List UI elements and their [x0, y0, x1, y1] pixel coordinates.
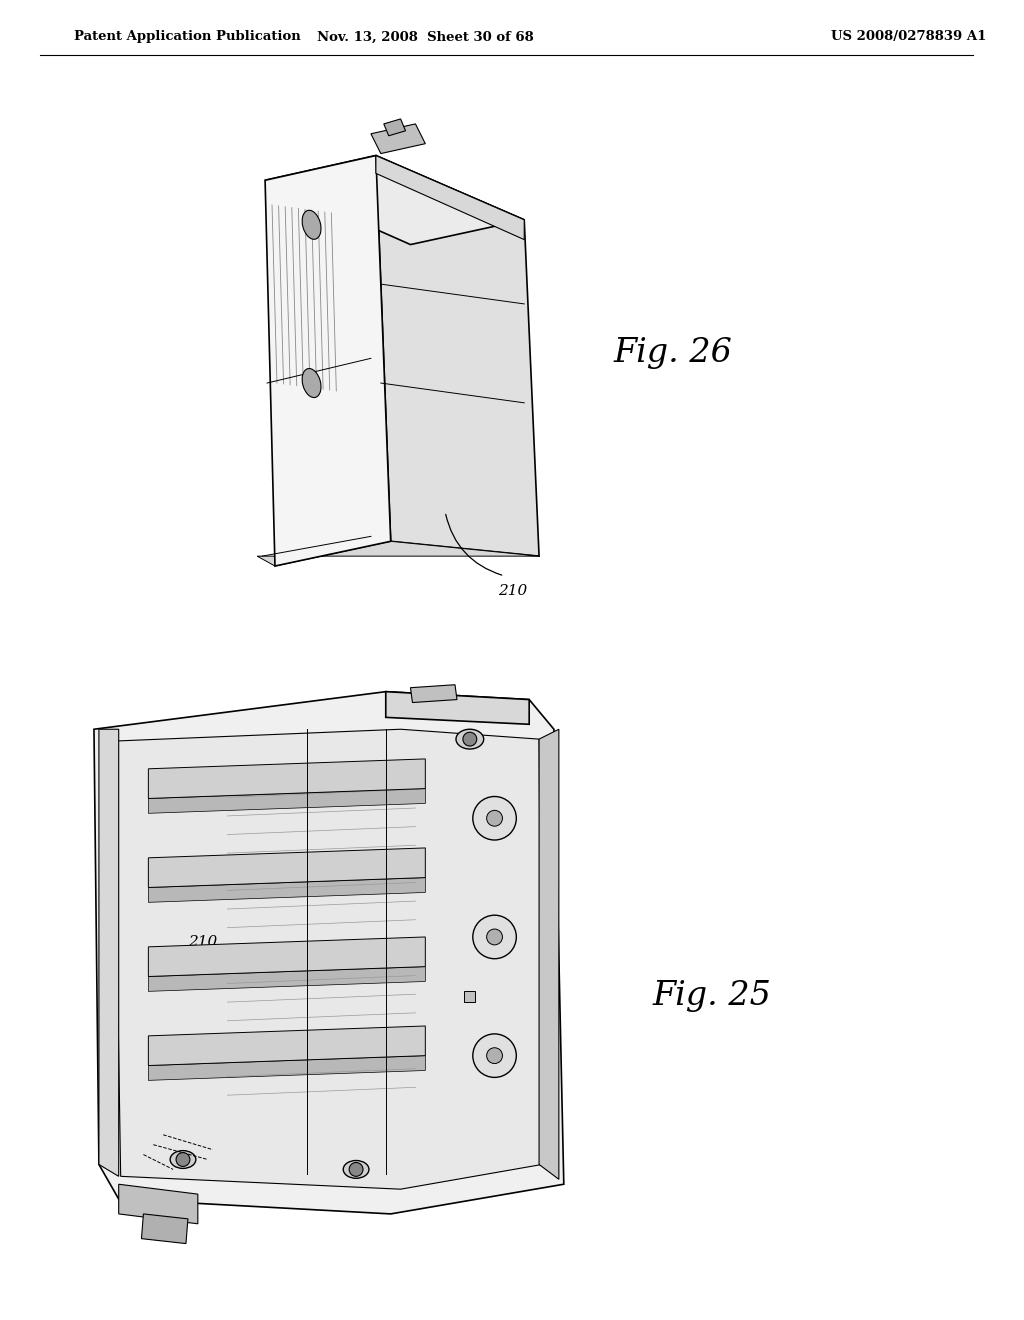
Polygon shape — [148, 1056, 425, 1080]
Circle shape — [473, 1034, 516, 1077]
Polygon shape — [371, 124, 425, 153]
Polygon shape — [141, 1214, 188, 1243]
Polygon shape — [411, 685, 457, 702]
Ellipse shape — [343, 1160, 369, 1179]
Polygon shape — [257, 541, 539, 566]
Polygon shape — [386, 692, 529, 725]
Ellipse shape — [302, 368, 321, 397]
Polygon shape — [148, 788, 425, 813]
Polygon shape — [148, 937, 425, 977]
Text: Fig. 26: Fig. 26 — [613, 338, 732, 370]
Polygon shape — [265, 156, 524, 244]
Polygon shape — [376, 156, 524, 240]
Circle shape — [486, 1048, 503, 1064]
Ellipse shape — [302, 210, 321, 239]
Text: Nov. 13, 2008  Sheet 30 of 68: Nov. 13, 2008 Sheet 30 of 68 — [317, 30, 534, 44]
Text: Fig. 25: Fig. 25 — [652, 981, 772, 1012]
Ellipse shape — [456, 729, 483, 748]
Polygon shape — [265, 156, 391, 566]
Polygon shape — [99, 729, 119, 1176]
Circle shape — [486, 929, 503, 945]
Text: US 2008/0278839 A1: US 2008/0278839 A1 — [830, 30, 986, 44]
Polygon shape — [539, 729, 559, 1179]
Circle shape — [349, 1163, 364, 1176]
Polygon shape — [119, 1184, 198, 1224]
Polygon shape — [114, 729, 542, 1189]
Text: Patent Application Publication: Patent Application Publication — [74, 30, 301, 44]
Polygon shape — [148, 966, 425, 991]
Polygon shape — [148, 759, 425, 799]
Ellipse shape — [170, 1151, 196, 1168]
Circle shape — [463, 733, 477, 746]
Polygon shape — [94, 692, 564, 1214]
Polygon shape — [384, 119, 406, 136]
Polygon shape — [148, 847, 425, 887]
Text: 210: 210 — [498, 583, 527, 598]
Circle shape — [486, 810, 503, 826]
Polygon shape — [376, 156, 539, 556]
Text: 210: 210 — [188, 935, 217, 949]
Circle shape — [473, 796, 516, 840]
Circle shape — [176, 1152, 189, 1167]
Polygon shape — [148, 878, 425, 903]
Circle shape — [473, 915, 516, 958]
Polygon shape — [148, 1026, 425, 1065]
